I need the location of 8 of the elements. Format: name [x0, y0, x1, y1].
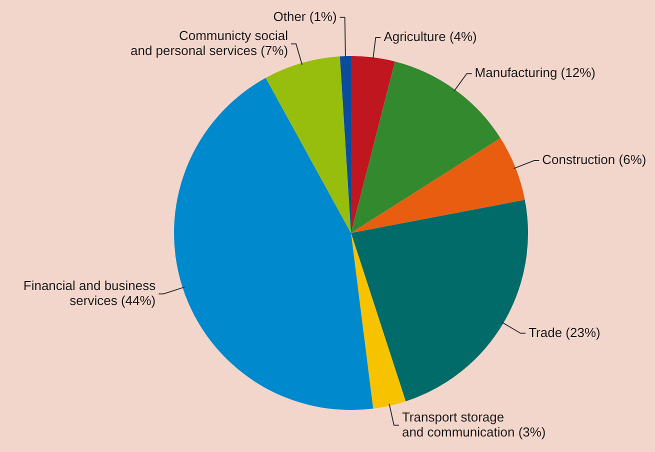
slice-label: Agriculture (4%)	[384, 29, 477, 44]
slice-label: Transport storage and communication (3%)	[402, 409, 546, 440]
slice-label: Financial and business services (44%)	[23, 278, 156, 308]
slice-label: Other (1%)	[273, 8, 337, 24]
slice-label: Construction (6%)	[542, 152, 646, 168]
slice-label: Manufacturing (12%)	[474, 65, 596, 80]
slice-label: Trade (23%)	[528, 324, 600, 340]
slice-label: Communicty social and personal services (7%)	[130, 28, 288, 58]
